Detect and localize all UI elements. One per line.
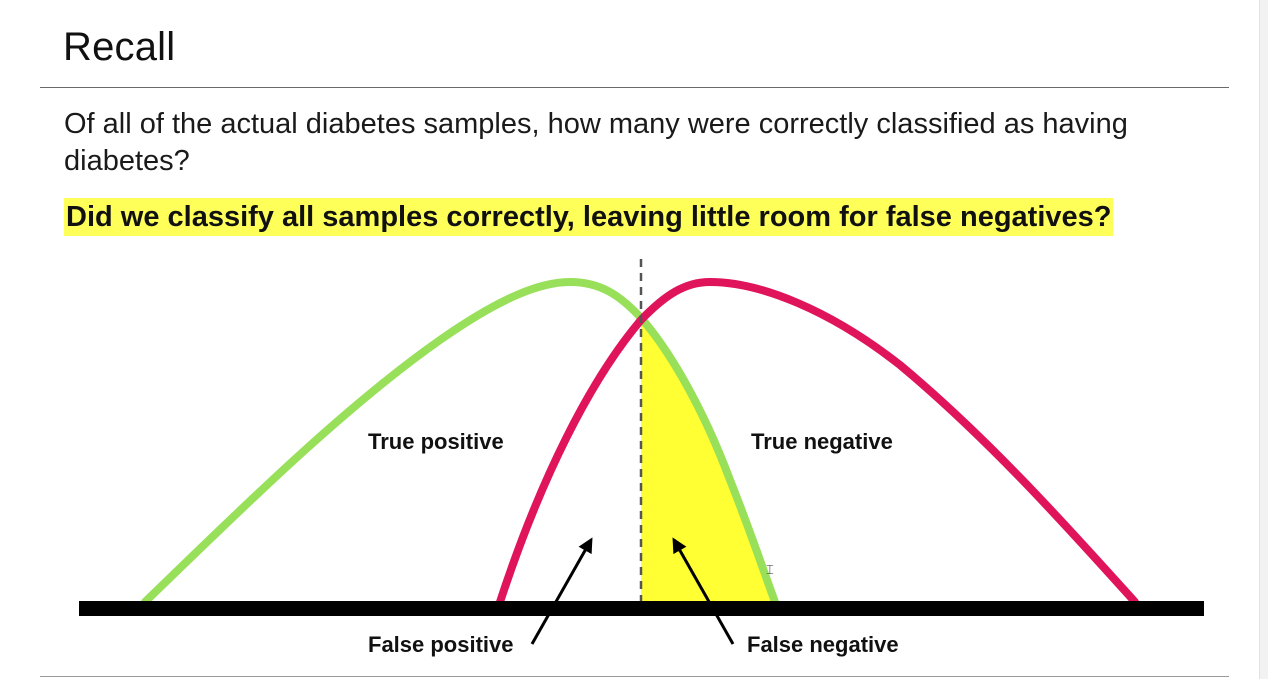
negative-class-curve	[496, 277, 1139, 606]
positive-class-curve	[141, 277, 779, 606]
slide-body-text: Of all of the actual diabetes samples, h…	[64, 108, 1128, 177]
text-cursor-icon: ⌶	[766, 563, 774, 578]
slide-title: Recall	[63, 25, 176, 69]
false-positive-arrow	[530, 537, 593, 645]
false-positive-label: False positive	[368, 632, 514, 657]
false-negative-area	[641, 318, 775, 602]
highlighted-question: Did we classify all samples correctly, l…	[64, 198, 1114, 236]
true-negative-label: True negative	[751, 429, 893, 454]
false-negative-label: False negative	[747, 632, 899, 657]
true-positive-label: True positive	[368, 429, 504, 454]
scrollbar[interactable]	[1259, 0, 1268, 679]
false-negative-arrow	[672, 537, 735, 645]
title-divider	[40, 87, 1229, 88]
baseline-axis	[79, 601, 1204, 616]
bottom-divider	[40, 676, 1229, 677]
